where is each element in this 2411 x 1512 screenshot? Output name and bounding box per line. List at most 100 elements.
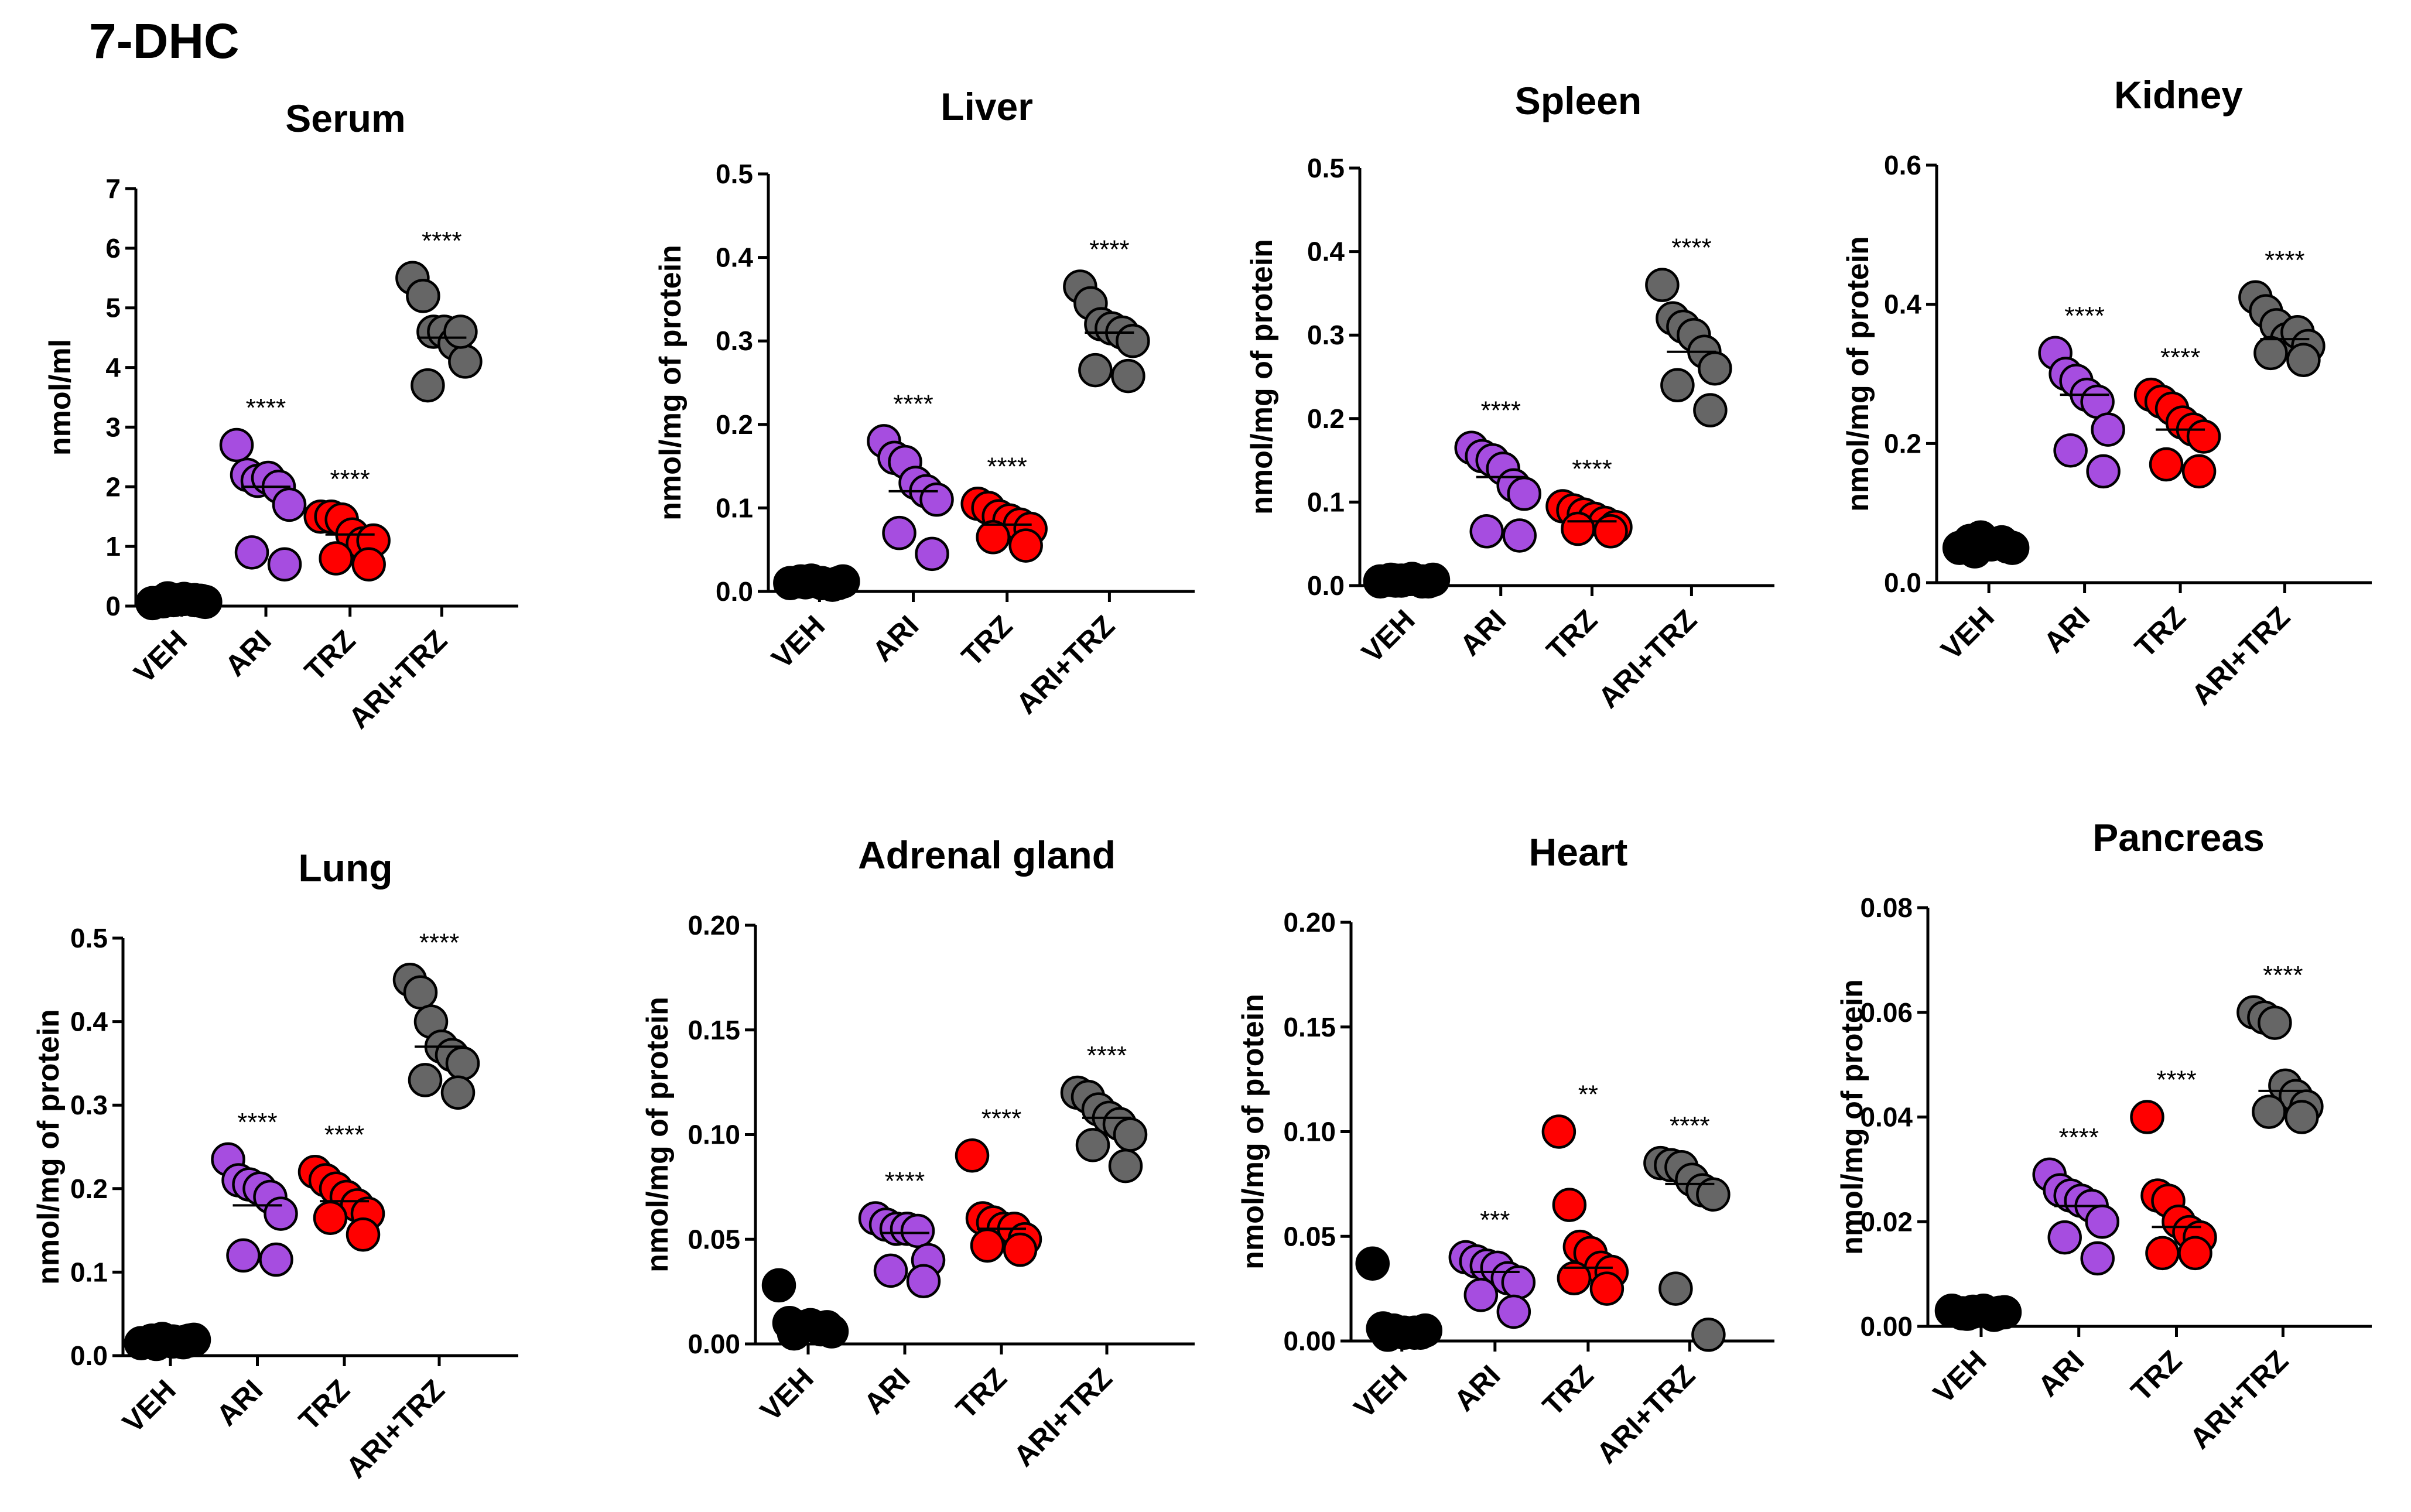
y-tick-label-lung: 0.3 — [70, 1090, 108, 1120]
data-point-spleen-trz — [1593, 514, 1628, 549]
data-point-spleen-ari — [1502, 518, 1537, 553]
x-tick-label-liver-trz: TRZ — [955, 609, 1018, 672]
panel-heart: Heart 0.00 0.05 0.10 0.15 0.20 nmol/mg of prot… — [1236, 830, 1774, 1470]
data-point-serum-veh — [151, 581, 185, 616]
panel-title-adrenal-gland: Adrenal gland — [858, 833, 1116, 877]
y-tick-label-pancreas: 0.06 — [1860, 997, 1913, 1028]
data-point-kidney-ari-trz — [2286, 343, 2321, 377]
x-tick-label-spleen-ari: ARI — [1454, 603, 1512, 662]
data-point-heart-ari-trz — [1658, 1271, 1693, 1306]
significance-label-adrenal-gland-ari-trz: **** — [1087, 1041, 1127, 1070]
data-point-adrenal-gland-ari-trz — [1113, 1117, 1148, 1152]
panel-pancreas: Pancreas 0.00 0.02 0.04 0.06 0.08 nmol/mg of p… — [1835, 816, 2372, 1455]
y-tick-label-serum: 1 — [105, 531, 121, 562]
significance-label-pancreas-ari-trz: **** — [2263, 961, 2303, 990]
data-point-adrenal-gland-trz — [1003, 1232, 1038, 1267]
significance-label-heart-trz: ** — [1578, 1080, 1598, 1109]
y-axis-label-serum: nmol/ml — [43, 339, 77, 456]
significance-label-kidney-ari-trz: **** — [2265, 246, 2305, 275]
data-point-liver-ari-trz — [1111, 358, 1145, 394]
x-tick-label-lung-ari-trz: ARI+TRZ — [340, 1373, 451, 1484]
x-tick-label-pancreas-ari-trz: ARI+TRZ — [2183, 1344, 2294, 1455]
figure-title: 7-DHC — [89, 13, 240, 69]
y-axis-label-adrenal-gland: nmol/mg of protein — [641, 997, 675, 1272]
y-tick-label-spleen: 0.5 — [1307, 153, 1345, 183]
data-point-serum-trz — [351, 547, 386, 581]
data-point-spleen-ari-trz — [1660, 368, 1695, 403]
x-tick-label-adrenal-gland-trz: TRZ — [949, 1362, 1013, 1425]
data-point-pancreas-ari-trz — [2285, 1100, 2319, 1134]
data-point-lung-ari-trz — [445, 1046, 480, 1081]
data-point-adrenal-gland-ari — [873, 1253, 908, 1288]
significance-label-liver-ari-trz: **** — [1089, 235, 1130, 264]
significance-label-spleen-trz: **** — [1572, 455, 1612, 484]
y-tick-label-serum: 4 — [105, 353, 121, 383]
data-point-heart-veh — [1355, 1246, 1390, 1281]
data-point-lung-veh — [139, 1326, 174, 1362]
panel-kidney: Kidney 0.0 0.2 0.4 0.6 nmol/mg of protein VEH A… — [1841, 73, 2372, 711]
significance-label-lung-trz: **** — [324, 1120, 365, 1149]
data-point-lung-ari — [264, 1196, 298, 1231]
data-point-serum-ari — [234, 535, 269, 570]
data-point-pancreas-ari-trz — [2258, 1005, 2292, 1040]
y-tick-label-spleen: 0.3 — [1307, 320, 1345, 350]
y-axis-label-pancreas: nmol/mg of protein — [1835, 979, 1869, 1255]
data-point-kidney-ari-trz — [2253, 336, 2288, 371]
data-point-lung-trz — [346, 1217, 381, 1252]
y-tick-label-serum: 5 — [105, 293, 121, 323]
y-tick-label-liver: 0.3 — [716, 326, 753, 356]
x-tick-label-kidney-ari-trz: ARI+TRZ — [2185, 600, 2296, 711]
panel-title-serum: Serum — [285, 97, 405, 140]
data-point-kidney-veh — [1957, 534, 1992, 569]
panel-title-liver: Liver — [941, 85, 1033, 128]
data-point-liver-trz — [976, 520, 1010, 555]
significance-label-adrenal-gland-trz: **** — [982, 1104, 1022, 1133]
y-tick-label-liver: 0.1 — [716, 492, 753, 523]
x-tick-label-adrenal-gland-veh: VEH — [754, 1362, 819, 1427]
data-point-serum-ari-trz — [406, 279, 440, 313]
data-point-serum-trz — [319, 541, 353, 576]
x-tick-label-heart-ari-trz: ARI+TRZ — [1590, 1359, 1701, 1470]
y-tick-label-pancreas: 0.08 — [1860, 892, 1913, 923]
data-point-spleen-ari-trz — [1693, 393, 1728, 427]
data-point-spleen-ari — [1507, 476, 1541, 511]
significance-label-serum-trz: **** — [330, 465, 370, 494]
panel-lung: Lung 0.0 0.1 0.2 0.3 0.4 0.5 nmol/mg of protein… — [32, 846, 518, 1484]
data-point-pancreas-ari — [2080, 1241, 2115, 1276]
data-point-spleen-ari-trz — [1698, 351, 1732, 386]
y-tick-label-serum: 7 — [105, 173, 121, 204]
data-point-liver-trz — [1008, 528, 1043, 563]
data-point-heart-ari-trz — [1696, 1177, 1731, 1212]
data-point-spleen-ari-trz — [1645, 268, 1680, 302]
y-tick-label-lung: 0.2 — [70, 1174, 108, 1204]
data-point-serum-ari — [219, 427, 254, 463]
x-tick-label-serum-ari-trz: ARI+TRZ — [342, 624, 453, 735]
significance-label-serum-ari: **** — [246, 394, 286, 422]
y-tick-label-serum: 2 — [105, 471, 121, 502]
data-point-heart-trz — [1552, 1188, 1587, 1222]
significance-label-pancreas-ari: **** — [2058, 1123, 2099, 1152]
y-tick-label-lung: 0.5 — [70, 923, 108, 953]
data-point-spleen-trz — [1561, 511, 1595, 546]
data-point-adrenal-gland-veh — [777, 1316, 812, 1351]
x-tick-label-pancreas-veh: VEH — [1927, 1344, 1992, 1410]
data-point-heart-ari-trz — [1691, 1318, 1726, 1352]
y-tick-label-liver: 0.5 — [716, 159, 753, 189]
data-point-adrenal-gland-ari-trz — [1108, 1148, 1143, 1183]
y-tick-label-pancreas: 0.02 — [1860, 1206, 1913, 1237]
panel-title-pancreas: Pancreas — [2092, 816, 2265, 859]
x-tick-label-kidney-trz: TRZ — [2129, 600, 2192, 663]
data-point-kidney-trz — [2181, 454, 2217, 489]
data-point-lung-trz — [313, 1200, 348, 1235]
x-tick-label-liver-ari: ARI — [866, 609, 925, 668]
data-point-heart-trz — [1557, 1261, 1592, 1295]
x-tick-label-spleen-veh: VEH — [1355, 603, 1421, 669]
data-point-adrenal-gland-trz — [955, 1138, 990, 1173]
data-point-liver-ari-trz — [1116, 323, 1150, 358]
data-point-serum-ari — [272, 487, 307, 522]
panel-title-spleen: Spleen — [1515, 79, 1641, 122]
y-tick-label-pancreas: 0.04 — [1860, 1102, 1913, 1133]
data-point-liver-ari — [882, 515, 916, 550]
data-point-kidney-ari — [2091, 412, 2125, 447]
